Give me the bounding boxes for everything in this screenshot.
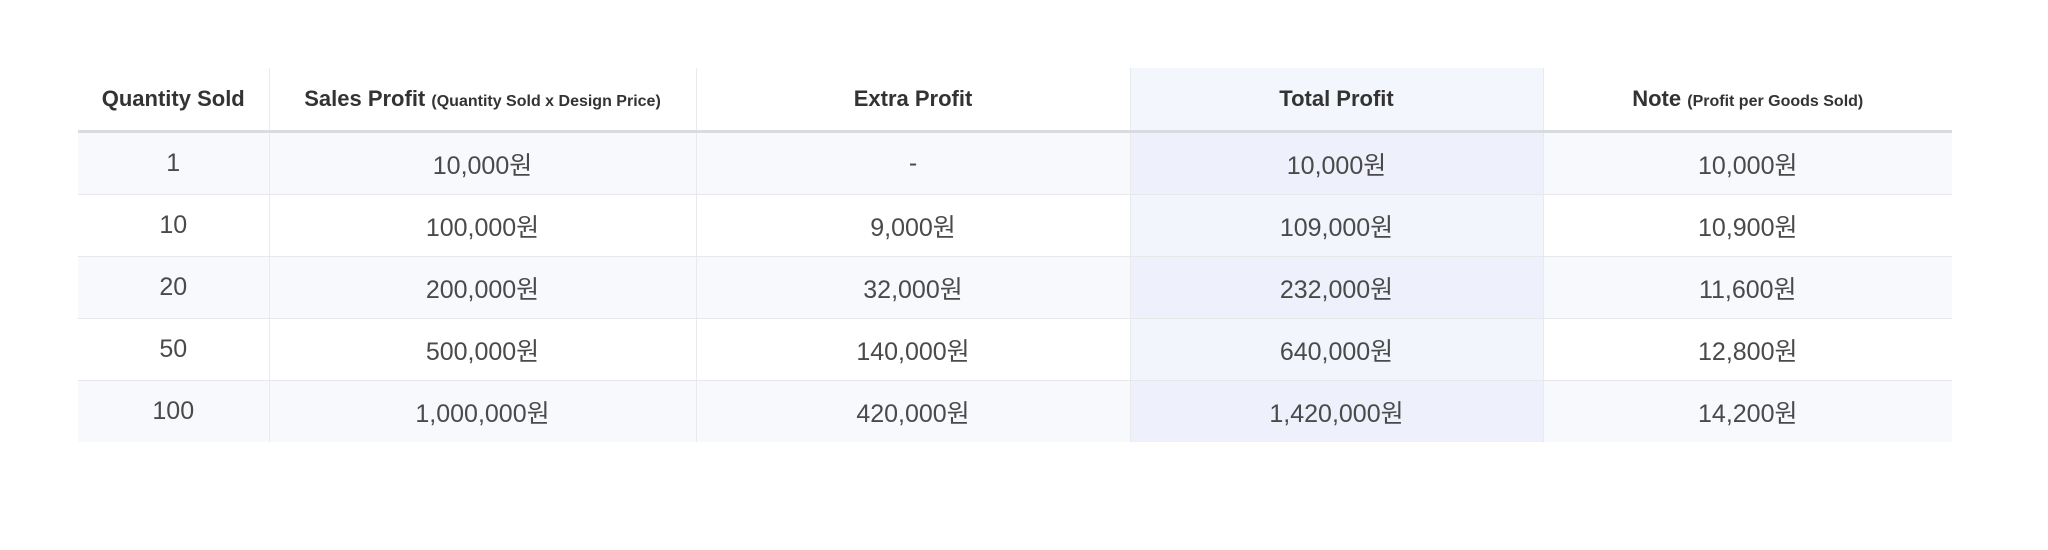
table-row: 100 1,000,000원 420,000원 1,420,000원 14,20… xyxy=(78,380,1952,442)
table-row: 50 500,000원 140,000원 640,000원 12,800원 xyxy=(78,318,1952,381)
profit-table-container: Quantity Sold Sales Profit (Quantity Sol… xyxy=(78,68,1952,442)
table-row: 20 200,000원 32,000원 232,000원 11,600원 xyxy=(78,256,1952,319)
header-sublabel: (Profit per Goods Sold) xyxy=(1687,93,1864,110)
cell-note: 14,200원 xyxy=(1543,380,1952,442)
cell-note: 11,600원 xyxy=(1543,256,1952,319)
cell-sales-profit: 1,000,000원 xyxy=(269,380,697,442)
cell-note: 12,800원 xyxy=(1543,318,1952,381)
cell-quantity-sold: 50 xyxy=(78,318,270,381)
header-label: Total Profit xyxy=(1279,86,1394,111)
header-sales-profit: Sales Profit (Quantity Sold x Design Pri… xyxy=(269,68,697,133)
header-sublabel: (Quantity Sold x Design Price) xyxy=(431,93,661,110)
cell-sales-profit: 200,000원 xyxy=(269,256,697,319)
header-total-profit: Total Profit xyxy=(1130,68,1544,133)
table-row: 10 100,000원 9,000원 109,000원 10,900원 xyxy=(78,194,1952,257)
cell-sales-profit: 10,000원 xyxy=(269,131,697,195)
cell-total-profit: 109,000원 xyxy=(1130,194,1544,257)
cell-note: 10,900원 xyxy=(1543,194,1952,257)
cell-quantity-sold: 100 xyxy=(78,380,270,442)
header-note: Note (Profit per Goods Sold) xyxy=(1543,68,1952,133)
table-header: Quantity Sold Sales Profit (Quantity Sol… xyxy=(78,68,1952,133)
cell-extra-profit: 420,000원 xyxy=(696,380,1131,442)
cell-sales-profit: 100,000원 xyxy=(269,194,697,257)
header-label: Sales Profit xyxy=(304,86,426,111)
table-body: 1 10,000원 - 10,000원 10,000원 10 100,000원 … xyxy=(78,131,1952,442)
header-row: Quantity Sold Sales Profit (Quantity Sol… xyxy=(78,68,1952,133)
cell-extra-profit: - xyxy=(696,131,1131,195)
cell-sales-profit: 500,000원 xyxy=(269,318,697,381)
cell-total-profit: 1,420,000원 xyxy=(1130,380,1544,442)
cell-quantity-sold: 10 xyxy=(78,194,270,257)
header-label: Quantity Sold xyxy=(101,86,245,111)
cell-extra-profit: 140,000원 xyxy=(696,318,1131,381)
cell-quantity-sold: 1 xyxy=(78,131,270,195)
header-quantity-sold: Quantity Sold xyxy=(78,68,270,133)
cell-total-profit: 10,000원 xyxy=(1130,131,1544,195)
cell-total-profit: 640,000원 xyxy=(1130,318,1544,381)
cell-extra-profit: 9,000원 xyxy=(696,194,1131,257)
header-extra-profit: Extra Profit xyxy=(696,68,1131,133)
profit-table: Quantity Sold Sales Profit (Quantity Sol… xyxy=(78,68,1952,442)
cell-quantity-sold: 20 xyxy=(78,256,270,319)
header-label: Note xyxy=(1632,86,1682,111)
table-row: 1 10,000원 - 10,000원 10,000원 xyxy=(78,131,1952,195)
cell-extra-profit: 32,000원 xyxy=(696,256,1131,319)
cell-note: 10,000원 xyxy=(1543,131,1952,195)
cell-total-profit: 232,000원 xyxy=(1130,256,1544,319)
header-label: Extra Profit xyxy=(853,86,973,111)
